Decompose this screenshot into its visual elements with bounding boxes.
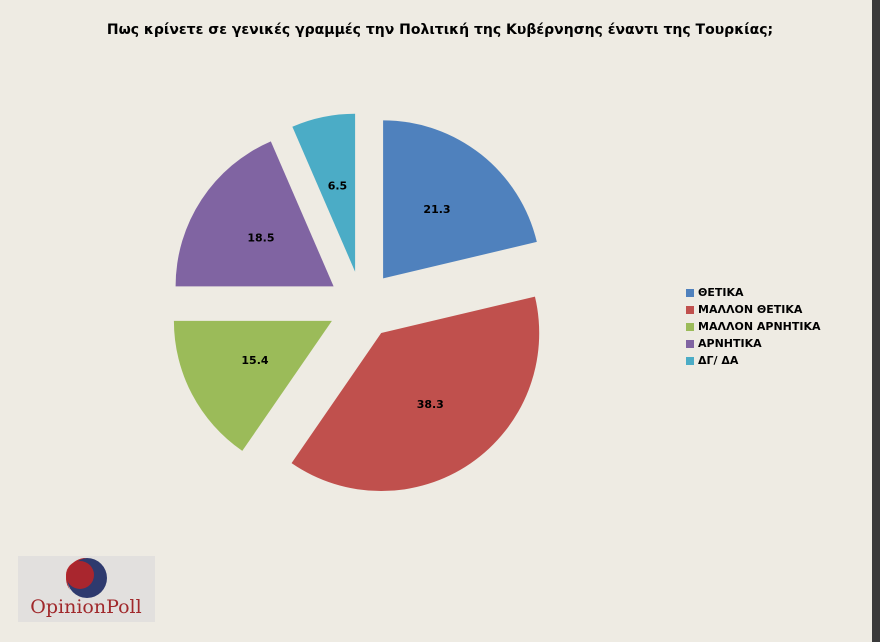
legend-label: ΑΡΝΗΤΙΚΑ <box>698 337 762 350</box>
logo: OpinionPoll <box>18 556 155 622</box>
pie-slice <box>292 113 356 272</box>
legend-label: ΜΑΛΛΟΝ ΘΕΤΙΚΑ <box>698 303 803 316</box>
legend-swatch <box>686 357 694 365</box>
legend-label: ΘΕΤΙΚΑ <box>698 286 744 299</box>
legend-swatch <box>686 289 694 297</box>
logo-dot <box>66 561 94 589</box>
legend-swatch <box>686 340 694 348</box>
logo-text: OpinionPoll <box>30 596 141 618</box>
pie-slice <box>291 296 540 492</box>
value-label: 15.4 <box>241 354 268 367</box>
value-label: 21.3 <box>423 203 450 216</box>
legend-swatch <box>686 323 694 331</box>
pie-slice <box>175 141 334 287</box>
chart-title: Πως κρίνετε σε γενικές γραμμές την Πολιτ… <box>107 22 773 38</box>
legend-label: ΔΓ/ ΔΑ <box>698 354 739 367</box>
value-label: 18.5 <box>247 232 274 245</box>
pie-slice <box>173 320 332 451</box>
value-label: 6.5 <box>328 180 348 193</box>
right-border <box>872 0 880 642</box>
legend-label: ΜΑΛΛΟΝ ΑΡΝΗΤΙΚΑ <box>698 320 821 333</box>
legend-swatch <box>686 306 694 314</box>
pie-slice <box>383 120 537 279</box>
value-label: 38.3 <box>417 398 444 411</box>
